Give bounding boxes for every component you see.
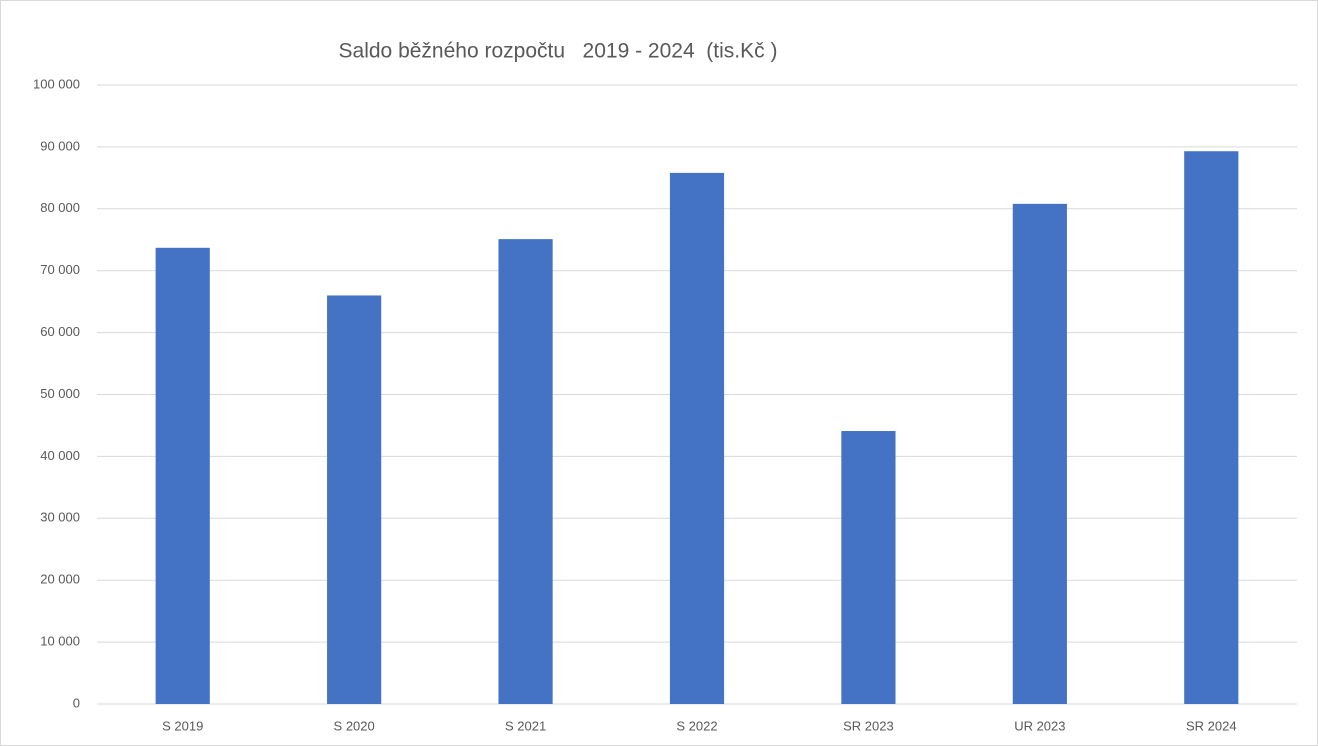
y-tick-label: 70 000 <box>40 262 80 277</box>
bar <box>1012 203 1067 704</box>
bar <box>1184 151 1239 704</box>
bar <box>841 431 896 704</box>
x-tick-label: UR 2023 <box>1014 718 1065 733</box>
y-tick-label: 40 000 <box>40 448 80 463</box>
x-tick-label: S 2019 <box>162 718 203 733</box>
chart-title: Saldo běžného rozpočtu 2019 - 2024 (tis.… <box>339 40 778 63</box>
y-tick-label: 10 000 <box>40 634 80 649</box>
y-tick-label: 30 000 <box>40 510 80 525</box>
x-tick-label: S 2022 <box>676 718 717 733</box>
y-tick-label: 50 000 <box>40 386 80 401</box>
y-tick-label: 100 000 <box>33 76 80 91</box>
y-tick-label: 80 000 <box>40 200 80 215</box>
bar <box>498 239 553 705</box>
bar <box>669 172 725 704</box>
bar <box>327 295 382 704</box>
y-tick-label: 60 000 <box>40 324 80 339</box>
x-tick-label: SR 2023 <box>843 718 894 733</box>
y-tick-label: 90 000 <box>40 138 80 153</box>
x-tick-label: SR 2024 <box>1186 718 1237 733</box>
x-tick-label: S 2020 <box>334 718 375 733</box>
x-tick-label: S 2021 <box>505 718 546 733</box>
bar <box>155 247 210 704</box>
y-tick-label: 20 000 <box>40 572 80 587</box>
y-tick-label: 0 <box>73 695 80 710</box>
